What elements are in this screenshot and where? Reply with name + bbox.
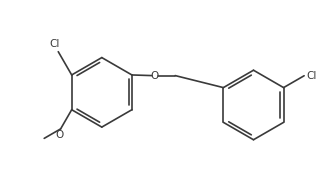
Text: O: O [56, 130, 64, 140]
Text: Cl: Cl [49, 39, 60, 49]
Text: O: O [150, 71, 159, 81]
Text: Cl: Cl [306, 71, 317, 81]
